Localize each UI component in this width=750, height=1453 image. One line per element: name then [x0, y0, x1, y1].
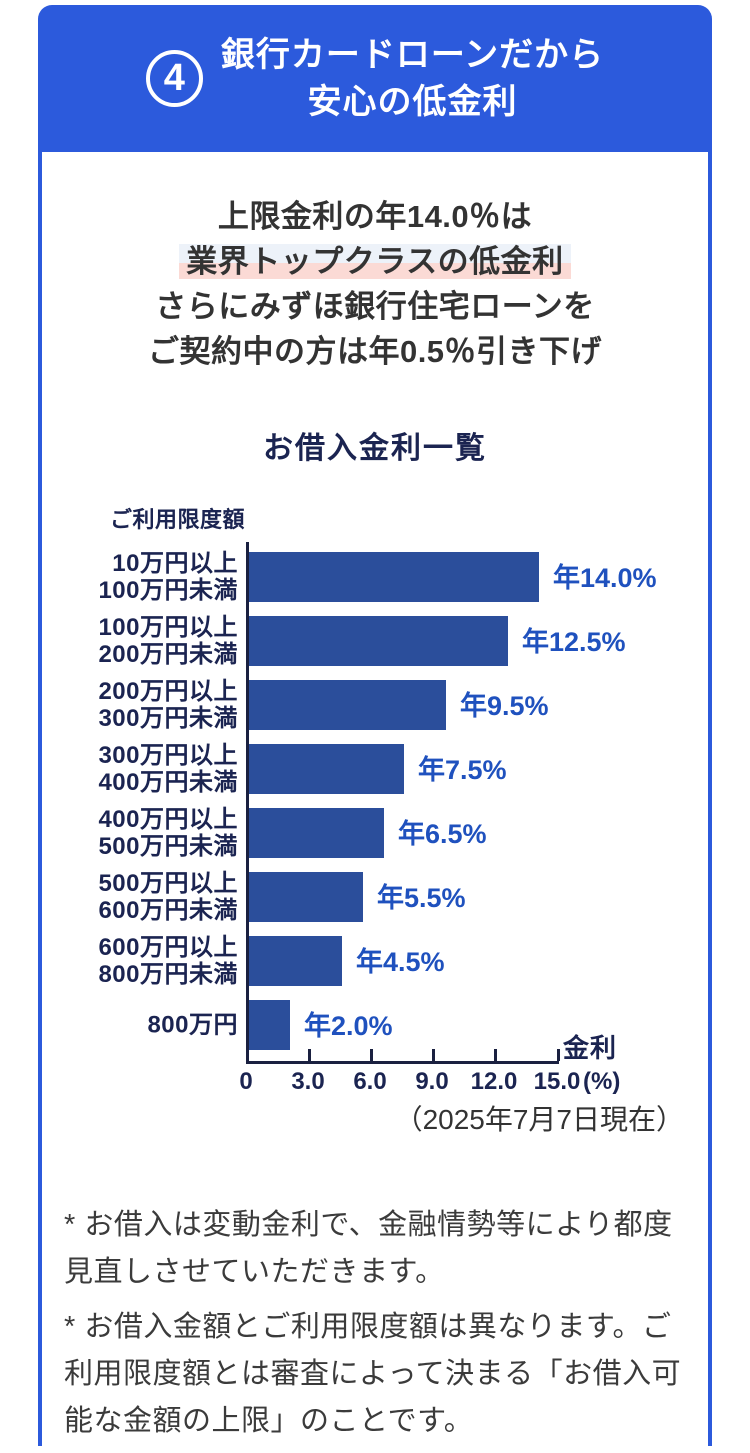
bar-category-label: 10万円以上 100万円未満 — [98, 550, 238, 604]
bar-value-label: 年9.5% — [460, 691, 549, 721]
x-axis-tick-label: 0 — [239, 1068, 253, 1095]
x-axis-tick — [370, 1049, 373, 1061]
section-number: 4 — [163, 57, 185, 99]
bar-value-label: 年12.5% — [522, 627, 626, 657]
footnote: * お借入は変動金利で、金融情勢等により都度見直しさせていただきます。 — [64, 1209, 673, 1288]
x-axis-tick-label: 12.0 — [470, 1068, 518, 1095]
bar — [249, 808, 384, 858]
x-axis-unit: (%) — [583, 1068, 621, 1095]
bar-category-label: 600万円以上 800万円未満 — [98, 934, 238, 988]
section-body: 上限金利の年14.0％は 業界トップクラスの低金利 さらにみずほ銀行住宅ローンを… — [38, 152, 712, 1446]
bar-value-label: 年6.5% — [398, 819, 487, 849]
x-axis-tick — [246, 1049, 249, 1061]
x-axis-tick-label: 3.0 — [291, 1068, 325, 1095]
x-axis-tick-label: 15.0 — [533, 1068, 581, 1095]
bar-category-label: 100万円以上 200万円未満 — [98, 614, 238, 668]
as-of-date: （2025年7月7日現在） — [394, 1104, 684, 1135]
lead-line1: 上限金利の年14.0％は — [217, 199, 533, 234]
section-title: 銀行カードローンだから 安心の低金利 — [221, 32, 604, 126]
bar-category-label: 500万円以上 600万円未満 — [98, 870, 238, 924]
bar-value-label: 年4.5% — [356, 947, 445, 977]
x-axis-tick-label: 6.0 — [353, 1068, 387, 1095]
x-axis-tick-label: 9.0 — [415, 1068, 449, 1095]
bar-value-label: 年7.5% — [418, 755, 507, 785]
x-axis-line — [246, 1061, 559, 1064]
chart-title: お借入金利一覧 — [263, 432, 487, 465]
bar — [249, 744, 404, 794]
bar — [249, 616, 508, 666]
lead-line3: さらにみずほ銀行住宅ローンを — [155, 289, 595, 324]
x-axis-tick — [308, 1049, 311, 1061]
highlighted-text: 業界トップクラスの低金利 — [179, 244, 571, 279]
lead-message: 上限金利の年14.0％は 業界トップクラスの低金利 さらにみずほ銀行住宅ローンを… — [42, 194, 708, 374]
bar — [249, 872, 363, 922]
y-axis-line — [246, 542, 249, 1064]
lead-line2: 業界トップクラスの低金利 — [42, 239, 708, 284]
bar — [249, 680, 446, 730]
bar-category-label: 200万円以上 300万円未満 — [98, 678, 238, 732]
bar-value-label: 年2.0% — [304, 1011, 393, 1041]
x-axis-tick — [557, 1049, 560, 1061]
x-axis-title: 金利 — [563, 1033, 618, 1063]
bar-category-label: 800万円 — [147, 1011, 238, 1039]
footnote: * お借入金額とご利用限度額は異なります。ご利用限度額とは審査によって決まる「お… — [64, 1311, 682, 1437]
bar-value-label: 年5.5% — [377, 883, 466, 913]
footnotes: * お借入は変動金利で、金融情勢等により都度見直しさせていただきます。 * お借入… — [64, 1202, 696, 1453]
bar — [249, 936, 342, 986]
x-axis-tick — [432, 1049, 435, 1061]
section-title-line2: 安心の低金利 — [307, 82, 518, 121]
bar-value-label: 年14.0% — [553, 563, 657, 593]
x-axis-tick — [494, 1049, 497, 1061]
bar — [249, 552, 539, 602]
bar-category-label: 300万円以上 400万円未満 — [98, 742, 238, 796]
bar — [249, 1000, 290, 1050]
y-axis-label: ご利用限度額 — [110, 507, 246, 532]
section-number-badge: 4 — [145, 50, 203, 107]
section-header: 4 銀行カードローンだから 安心の低金利 — [38, 5, 712, 152]
lead-line4: ご契約中の方は年0.5％引き下げ — [147, 334, 603, 369]
section-title-line1: 銀行カードローンだから — [220, 35, 605, 74]
bar-category-label: 400万円以上 500万円未満 — [98, 806, 238, 860]
